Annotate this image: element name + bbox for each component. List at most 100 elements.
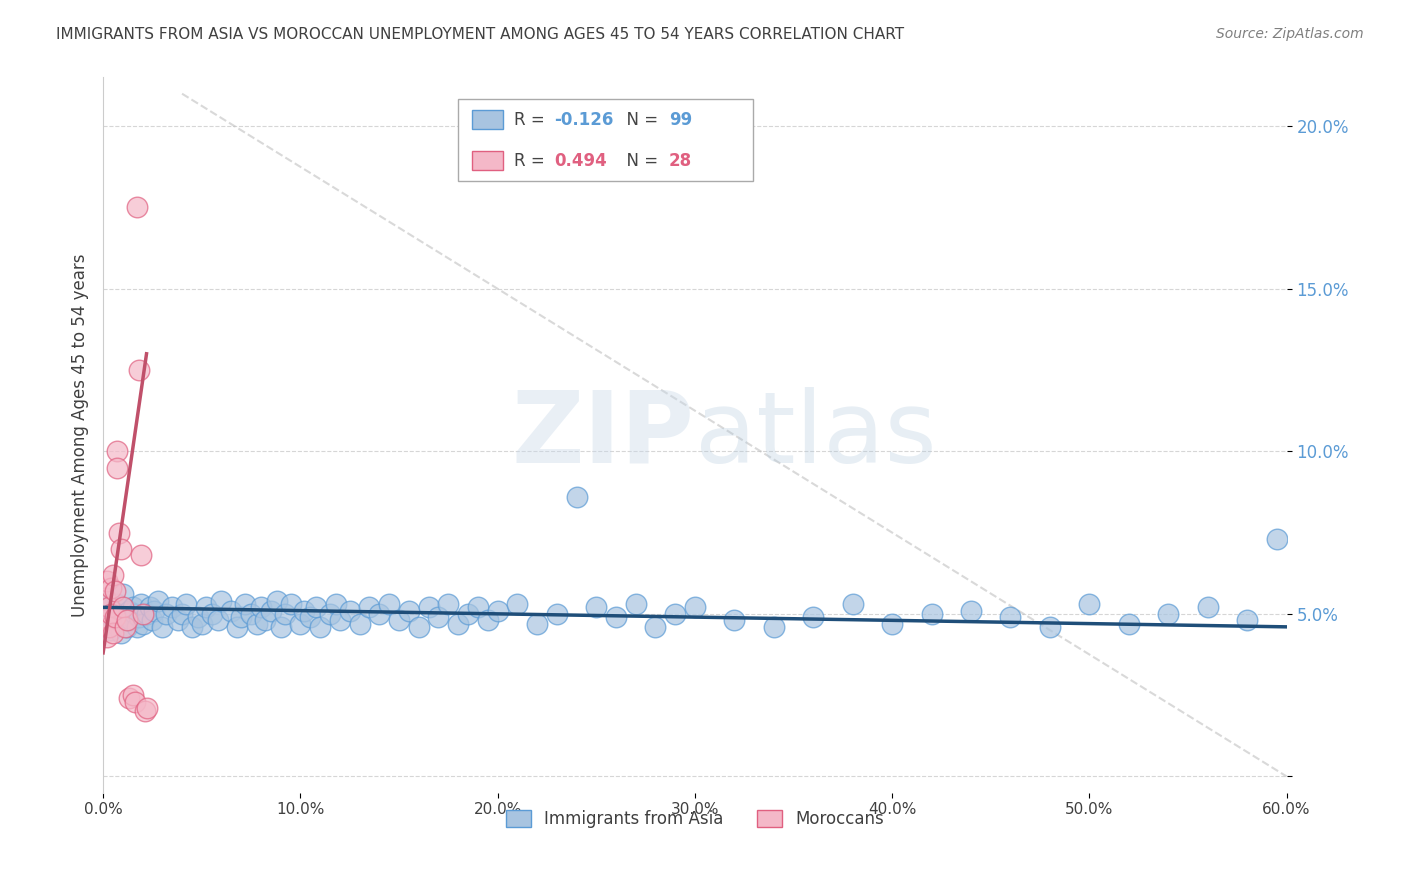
Point [398, 604, 420, 618]
Point [506, 597, 529, 611]
Text: R =: R = [515, 152, 555, 169]
Point [319, 607, 342, 621]
Point [226, 620, 249, 634]
Point [108, 610, 131, 624]
Point [250, 600, 273, 615]
Point [339, 604, 361, 618]
Point [131, 616, 153, 631]
Point [565, 490, 588, 504]
Point [118, 604, 141, 618]
Point [723, 613, 745, 627]
Point [96, 613, 118, 627]
Point [1197, 600, 1219, 615]
Point [960, 604, 983, 618]
Point [1078, 597, 1101, 611]
Point [605, 610, 627, 624]
Point [683, 600, 706, 615]
Text: IMMIGRANTS FROM ASIA VS MOROCCAN UNEMPLOYMENT AMONG AGES 45 TO 54 YEARS CORRELAT: IMMIGRANTS FROM ASIA VS MOROCCAN UNEMPLO… [56, 27, 904, 42]
Point [115, 620, 138, 634]
Point [94, 591, 117, 605]
Point [170, 607, 193, 621]
Point [125, 620, 148, 634]
Point [118, 691, 141, 706]
Point [290, 616, 312, 631]
Text: N =: N = [616, 152, 664, 169]
Point [368, 607, 391, 621]
Point [585, 600, 607, 615]
Point [121, 600, 143, 615]
Point [143, 604, 166, 618]
Point [105, 597, 128, 611]
Point [201, 607, 224, 621]
Point [664, 607, 686, 621]
Point [115, 613, 138, 627]
Point [427, 610, 450, 624]
Text: Source: ZipAtlas.com: Source: ZipAtlas.com [1216, 27, 1364, 41]
Point [207, 613, 229, 627]
Point [114, 620, 136, 634]
Point [105, 444, 128, 458]
Point [841, 597, 863, 611]
Point [98, 600, 121, 615]
Point [1236, 613, 1258, 627]
Point [128, 610, 150, 624]
Point [129, 597, 152, 611]
Point [120, 613, 142, 627]
Point [1118, 616, 1140, 631]
Point [270, 620, 292, 634]
Point [309, 620, 332, 634]
Point [101, 607, 124, 621]
Point [134, 705, 156, 719]
Point [921, 607, 943, 621]
Text: 99: 99 [669, 111, 692, 128]
Text: ZIP: ZIP [512, 386, 695, 483]
Point [299, 610, 322, 624]
Point [280, 597, 302, 611]
Point [231, 610, 253, 624]
Point [167, 613, 190, 627]
Point [1157, 607, 1180, 621]
Point [139, 600, 162, 615]
Text: atlas: atlas [695, 386, 936, 483]
Point [94, 613, 117, 627]
Text: 28: 28 [669, 152, 692, 169]
Point [125, 201, 148, 215]
Point [160, 600, 183, 615]
Point [190, 616, 212, 631]
Point [359, 600, 381, 615]
Point [96, 574, 118, 589]
Point [408, 620, 430, 634]
Legend: Immigrants from Asia, Moroccans: Immigrants from Asia, Moroccans [499, 803, 890, 834]
Point [155, 607, 177, 621]
Point [457, 607, 479, 621]
Point [246, 616, 269, 631]
Point [221, 604, 243, 618]
Point [477, 613, 499, 627]
Point [104, 616, 127, 631]
Point [349, 616, 371, 631]
Point [486, 604, 509, 618]
Point [329, 613, 352, 627]
Point [108, 525, 131, 540]
Point [124, 695, 146, 709]
Point [882, 616, 904, 631]
Point [240, 607, 263, 621]
Point [273, 607, 295, 621]
Text: R =: R = [515, 111, 550, 128]
Point [624, 597, 647, 611]
Point [325, 597, 347, 611]
Point [100, 623, 122, 637]
Point [104, 610, 127, 624]
Point [546, 607, 568, 621]
Point [135, 701, 157, 715]
Point [128, 363, 150, 377]
Point [104, 584, 127, 599]
Text: N =: N = [616, 111, 664, 128]
Point [110, 626, 132, 640]
Point [266, 594, 288, 608]
Point [100, 607, 122, 621]
Point [292, 604, 315, 618]
Point [150, 620, 173, 634]
Point [260, 604, 283, 618]
Point [447, 616, 470, 631]
